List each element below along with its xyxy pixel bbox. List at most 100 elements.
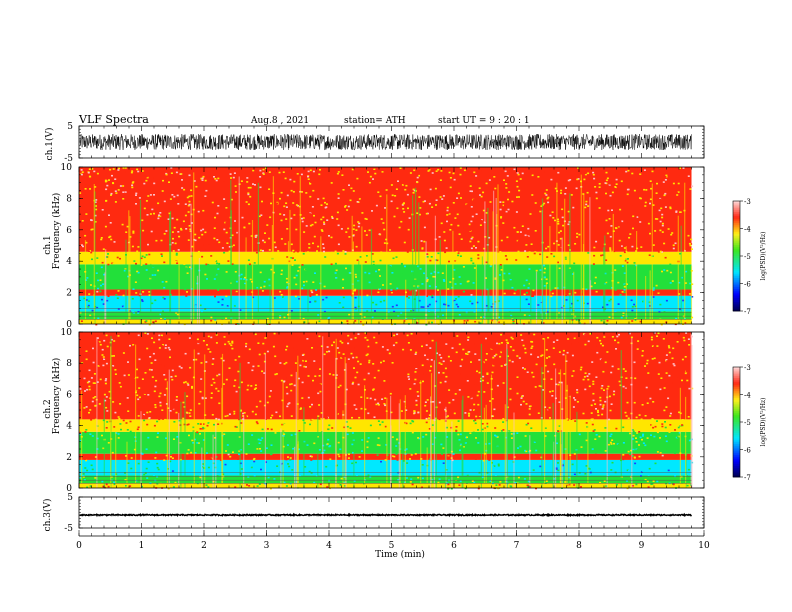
ch1-spectrogram-speckle [623, 247, 626, 249]
ch2-spectrogram-speckle [570, 418, 573, 420]
ch1-spectrogram-speckle [122, 167, 125, 169]
ch2-spectrogram-speckle [504, 369, 507, 372]
ch1-spectrogram-streak [128, 210, 130, 324]
ch1-spectrogram-speckle [88, 293, 91, 295]
ch1-spectrogram-speckle [391, 292, 393, 294]
ch1-spectrogram-speckle [583, 178, 586, 181]
ch2-spectrogram-speckle [629, 342, 631, 345]
ch1-spectrogram-speckle [546, 256, 549, 258]
ch2-spectrogram-speckle [541, 354, 544, 356]
ch2-spectrogram-speckle [158, 347, 161, 349]
ch2-spectrogram-speckle [339, 484, 342, 486]
ch1-spectrogram-speckle [544, 223, 547, 226]
ch1-spectrogram-speckle [459, 255, 462, 257]
ch1-spectrogram-speckle [81, 220, 84, 222]
ch2-spectrogram-speckle [201, 396, 204, 399]
ch2-spectrogram-speckle [257, 365, 260, 367]
ch1-spectrogram-speckle [606, 232, 609, 235]
ch1-spectrogram-speckle [188, 266, 191, 268]
ch1-spectrogram-speckle [424, 200, 426, 202]
ch2-spectrogram-speckle [328, 340, 331, 342]
ch2-spectrogram-speckle [154, 481, 157, 484]
ch1-spectrogram-speckle [204, 273, 207, 276]
ch2-spectrogram-speckle [455, 361, 458, 363]
ch2-spectrogram-speckle [664, 448, 667, 450]
ch1-spectrogram-speckle [389, 192, 392, 195]
ch2-spectrogram-speckle [688, 344, 691, 346]
ch1-spectrogram-speckle [368, 312, 371, 314]
ch1-spectrogram-streak [191, 252, 193, 324]
ch1-spectrogram-speckle [637, 286, 640, 289]
ch1-spectrogram-speckle [96, 219, 99, 222]
ch1-spectrogram-speckle [389, 175, 392, 177]
ch1-spectrogram-speckle [675, 192, 678, 194]
ch1-spectrogram-speckle [471, 190, 473, 193]
ch2-spectrogram-speckle [438, 362, 441, 364]
ch2-spectrogram-speckle [440, 343, 443, 346]
ch1-spectrogram-speckle [368, 229, 371, 232]
ch1-spectrogram-speckle [677, 182, 680, 185]
ch2-spectrogram-speckle [567, 458, 570, 460]
ch2-spectrogram-speckle [551, 395, 554, 397]
ch1-spectrogram-speckle [339, 192, 341, 194]
ch1-spectrogram-speckle [634, 318, 637, 320]
ch1-spectrogram-speckle [643, 278, 646, 281]
ch2-spectrogram-speckle [359, 464, 362, 466]
ch2-spectrogram-speckle [105, 483, 108, 486]
ch1-spectrogram-speckle [337, 236, 340, 239]
ch2-spectrogram-speckle [191, 439, 194, 442]
ch1-spectrogram-speckle [210, 291, 213, 294]
ch1-spectrogram-speckle [631, 301, 634, 303]
ch1-spectrogram-speckle [530, 295, 533, 297]
ch1-spectrogram-speckle [559, 247, 562, 250]
ch1-spectrogram-speckle [379, 275, 381, 277]
ch2-spectrogram-speckle [99, 343, 102, 346]
ch1-spectrogram-speckle [472, 282, 475, 284]
ch2-spectrogram-speckle [656, 431, 659, 434]
ch2-spectrogram-speckle [609, 409, 612, 412]
ch2-spectrogram-speckle [225, 384, 228, 387]
ch1-spectrogram-speckle [390, 184, 393, 186]
ch1-spectrogram-speckle [383, 310, 386, 312]
ch2-spectrogram-speckle [391, 390, 394, 392]
ch1-spectrogram-speckle [477, 267, 480, 269]
ch2-spectrogram-speckle [593, 429, 596, 431]
ch1-spectrogram-speckle [354, 296, 357, 299]
ch1-spectrogram-speckle [181, 179, 183, 181]
ch1-spectrogram-speckle [431, 206, 434, 208]
ch2-spectrogram-speckle [308, 390, 311, 392]
ch1-spectrogram-speckle [378, 288, 381, 290]
ch1-spectrogram-speckle [389, 283, 392, 285]
ch2-spectrogram-speckle [641, 438, 643, 441]
ch2-spectrogram-speckle [408, 378, 410, 380]
ch1-spectrogram-speckle [343, 193, 346, 195]
ch2-spectrogram-speckle [444, 367, 447, 370]
ch1-spectrogram-speckle [115, 192, 118, 194]
ch2-spectrogram-speckle [246, 415, 249, 418]
ch1-spectrogram-speckle [470, 257, 473, 260]
ch2-spectrogram-speckle [233, 410, 236, 413]
ch2-spectrogram-speckle [273, 332, 276, 335]
ch1-spectrogram-speckle [465, 237, 468, 240]
ch1-spectrogram-speckle [398, 226, 401, 229]
ch1-spectrogram-speckle [255, 234, 258, 237]
ch2-spectrogram-speckle [631, 455, 634, 457]
ch2-spectrogram-speckle [274, 372, 276, 375]
ch2-spectrogram-speckle [190, 334, 193, 336]
ch1-spectrogram-speckle [437, 271, 440, 274]
ch2-spectrogram-speckle [425, 410, 428, 412]
ch2-spectrogram-speckle [366, 440, 369, 443]
ch1-spectrogram-speckle [247, 259, 250, 261]
ch1-spectrogram-speckle [166, 286, 169, 289]
ch1-spectrogram-speckle [84, 234, 87, 237]
ch2-spectrogram-speckle [626, 401, 629, 404]
ch2-spectrogram-speckle [172, 486, 175, 488]
ch1-spectrogram-speckle [463, 169, 466, 172]
ch2-spectrogram-speckle [254, 413, 257, 416]
ch1-spectrogram-speckle [470, 259, 473, 262]
ch1-spectrogram-speckle [526, 256, 529, 258]
ch1-spectrogram-speckle [633, 275, 636, 278]
ch1-spectrogram-speckle [96, 172, 99, 175]
ch1-spectrogram-speckle [304, 285, 307, 288]
ch2-spectrogram-speckle [386, 463, 389, 465]
